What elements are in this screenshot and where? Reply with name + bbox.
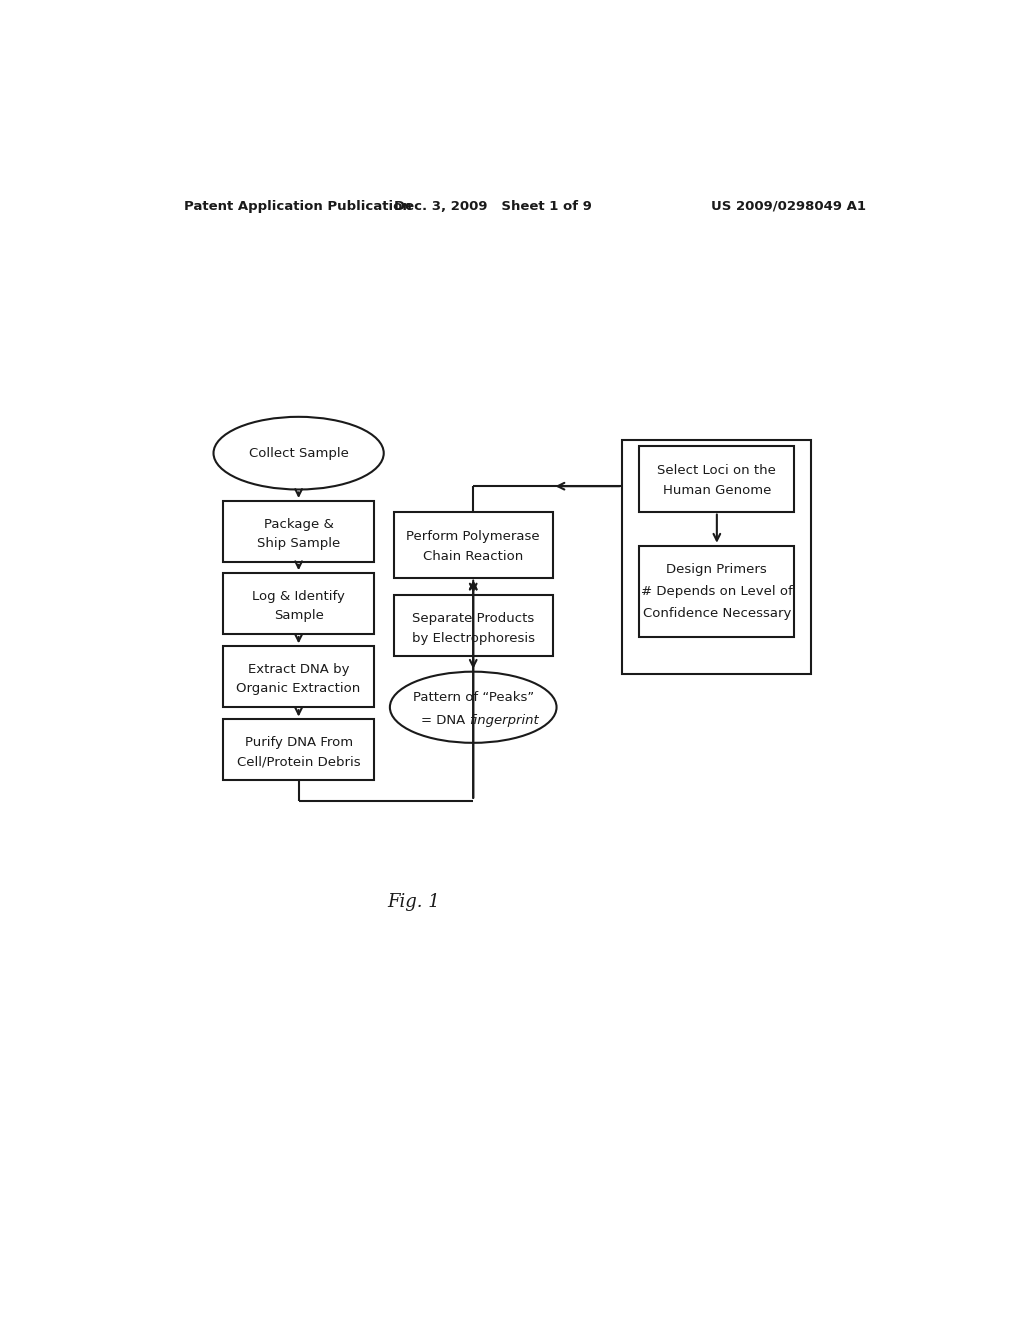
Ellipse shape [390,672,557,743]
Text: Chain Reaction: Chain Reaction [423,550,523,564]
Text: Cell/Protein Debris: Cell/Protein Debris [237,755,360,768]
Text: Dec. 3, 2009   Sheet 1 of 9: Dec. 3, 2009 Sheet 1 of 9 [394,199,592,213]
Text: = DNA: = DNA [421,714,469,727]
FancyBboxPatch shape [223,647,374,708]
Text: Human Genome: Human Genome [663,484,771,498]
FancyBboxPatch shape [223,719,374,780]
FancyBboxPatch shape [639,545,795,638]
Text: fingerprint: fingerprint [469,714,539,727]
Text: Log & Identify: Log & Identify [252,590,345,603]
FancyBboxPatch shape [223,573,374,634]
Text: Design Primers: Design Primers [667,562,767,576]
FancyBboxPatch shape [394,512,553,578]
Text: Collect Sample: Collect Sample [249,446,348,459]
Ellipse shape [214,417,384,490]
Text: by Electrophoresis: by Electrophoresis [412,632,535,644]
Text: Ship Sample: Ship Sample [257,537,340,550]
Text: Fig. 1: Fig. 1 [387,894,440,911]
Text: Patent Application Publication: Patent Application Publication [183,199,412,213]
FancyBboxPatch shape [223,500,374,562]
Text: Select Loci on the: Select Loci on the [657,463,776,477]
Text: # Depends on Level of: # Depends on Level of [641,585,793,598]
Text: Purify DNA From: Purify DNA From [245,737,352,750]
FancyBboxPatch shape [394,595,553,656]
Text: Perform Polymerase: Perform Polymerase [407,531,540,543]
Text: Pattern of “Peaks”: Pattern of “Peaks” [413,690,534,704]
Text: Separate Products: Separate Products [412,612,535,626]
Text: Sample: Sample [273,610,324,622]
FancyBboxPatch shape [639,446,795,512]
Text: Extract DNA by: Extract DNA by [248,663,349,676]
FancyBboxPatch shape [623,440,811,673]
Text: Confidence Necessary: Confidence Necessary [643,607,791,620]
Text: US 2009/0298049 A1: US 2009/0298049 A1 [711,199,866,213]
Text: Package &: Package & [264,517,334,531]
Text: Organic Extraction: Organic Extraction [237,682,360,696]
